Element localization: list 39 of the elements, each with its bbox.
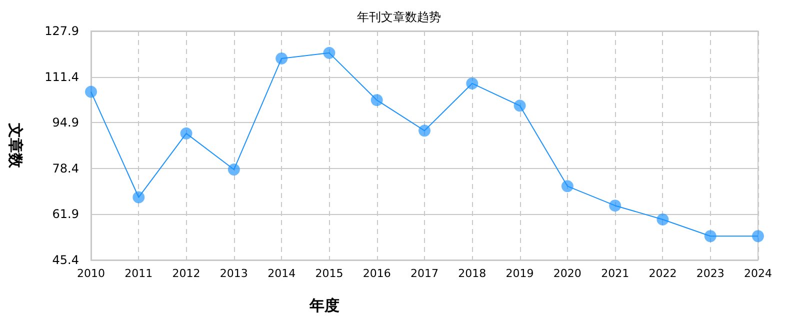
x-tick-label: 2018 — [458, 267, 486, 280]
x-axis-title: 年度 — [308, 296, 340, 314]
y-tick-label: 94.9 — [52, 116, 79, 130]
point — [466, 77, 478, 90]
x-tick-label: 2020 — [553, 267, 582, 280]
point — [656, 213, 669, 226]
x-tick-label: 2021 — [601, 267, 630, 280]
x-tick-label: 2015 — [315, 267, 344, 280]
y-tick-label: 61.9 — [52, 207, 79, 222]
x-tick-label: 2011 — [124, 267, 153, 280]
x-tick-label: 2023 — [696, 267, 724, 280]
point — [704, 230, 716, 242]
x-tick-label: 2013 — [220, 267, 248, 280]
x-tick-label: 2024 — [744, 267, 772, 280]
point — [418, 124, 430, 137]
point — [276, 52, 288, 64]
x-tick-label: 2014 — [268, 267, 296, 280]
point — [323, 46, 336, 59]
point — [561, 180, 574, 192]
y-tick-label: 127.9 — [44, 24, 79, 38]
x-tick-label: 2022 — [648, 267, 677, 280]
x-tick-label: 2016 — [362, 267, 391, 280]
point — [609, 200, 622, 212]
y-tick-label: 45.4 — [52, 253, 79, 267]
point — [132, 191, 145, 204]
x-tick-label: 2019 — [506, 267, 534, 280]
point — [370, 94, 383, 106]
x-tick-label: 2017 — [410, 267, 438, 280]
y-tick-label: 111.4 — [44, 70, 79, 84]
chart-title: 年刊文章数趋势 — [357, 10, 441, 24]
point — [180, 127, 192, 140]
y-axis-title: 文章数 — [6, 122, 24, 169]
x-tick-label: 2012 — [172, 267, 200, 280]
y-tick-label: 78.4 — [52, 161, 79, 176]
point — [752, 230, 764, 242]
point — [514, 100, 526, 112]
point — [228, 164, 240, 176]
x-tick-label: 2010 — [77, 267, 105, 280]
point — [85, 86, 97, 98]
